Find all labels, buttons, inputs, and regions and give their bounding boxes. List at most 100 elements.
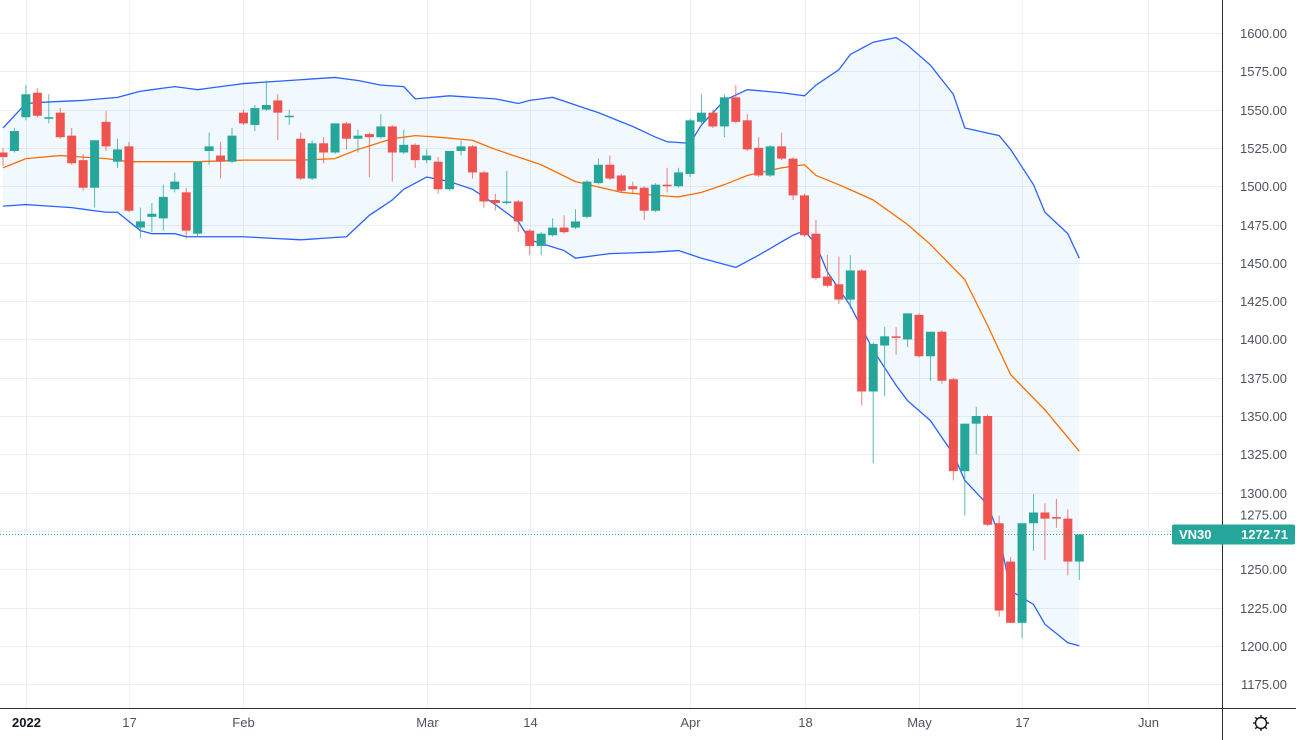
candle-body (651, 184, 661, 211)
y-tick-label: 1425.00 (1240, 294, 1287, 309)
candle-body (914, 314, 924, 357)
symbol-label: VN30 (1179, 527, 1212, 542)
candle-body (903, 313, 913, 340)
candle-body (433, 161, 443, 190)
candle (914, 313, 924, 358)
candle-body (948, 379, 958, 472)
candle-body (731, 97, 741, 122)
candle-body (78, 160, 88, 188)
candle (67, 127, 77, 165)
y-tick-label: 1525.00 (1240, 141, 1287, 156)
candle (170, 172, 180, 193)
candle-body (1029, 512, 1038, 524)
candle-body (788, 158, 798, 196)
candle-body (227, 135, 237, 162)
candle (548, 218, 558, 237)
candle-body (1040, 512, 1050, 519)
candle (571, 209, 580, 230)
candle (204, 132, 214, 165)
candle (765, 144, 775, 178)
candle (708, 109, 718, 128)
y-tick-label: 1300.00 (1240, 486, 1287, 501)
candle-body (605, 164, 615, 179)
candle (800, 193, 809, 237)
candle-body (708, 112, 718, 127)
candle (296, 132, 306, 181)
y-tick-label: 1475.00 (1240, 218, 1287, 233)
candle (445, 150, 455, 191)
candle (490, 193, 500, 211)
candle-body (445, 150, 455, 190)
candle (32, 88, 42, 118)
candle (891, 327, 901, 355)
candle (124, 141, 134, 213)
candle-body (525, 230, 535, 246)
candle (1074, 533, 1084, 580)
candle-body (834, 284, 844, 300)
candle-body (880, 336, 890, 346)
candle (193, 161, 203, 237)
bb-fill (3, 37, 1080, 646)
candle-body (44, 117, 54, 119)
candle-body (685, 120, 695, 174)
candle (90, 140, 100, 208)
candle (719, 94, 729, 138)
candle (216, 141, 226, 179)
candle-body (479, 172, 489, 202)
last-price-badge (1172, 524, 1295, 545)
bb-basis-line (2, 134, 1080, 452)
candle (364, 132, 374, 178)
y-tick-label: 1550.00 (1240, 103, 1287, 118)
candle (1006, 556, 1016, 623)
candle-body (364, 134, 374, 138)
candle (158, 184, 168, 231)
candle-body (971, 416, 981, 424)
candle (937, 330, 947, 384)
candle (674, 167, 684, 188)
candle-body (296, 138, 306, 179)
candle-body (513, 201, 523, 222)
candle-body (467, 146, 477, 173)
candle-body (193, 161, 203, 234)
candle-body (548, 227, 558, 236)
y-tick-label: 1250.00 (1240, 562, 1287, 577)
time-axis[interactable] (0, 708, 1222, 740)
candle-body (135, 221, 145, 228)
candle-body (857, 270, 867, 392)
candle (662, 167, 672, 193)
x-tick-label: 14 (523, 715, 537, 730)
candle (44, 94, 54, 124)
candle-body (353, 135, 363, 139)
candle (639, 186, 649, 220)
candle-body (742, 120, 752, 150)
candle (628, 181, 638, 194)
candle (559, 215, 569, 234)
candle-body (674, 172, 684, 187)
candle (330, 123, 340, 155)
candle-body (1051, 517, 1061, 519)
candle-body (170, 181, 180, 190)
candle-body (158, 196, 168, 219)
candle-body (32, 92, 42, 116)
candle-body (330, 123, 340, 153)
price-axis[interactable] (1222, 0, 1296, 708)
candle-body (67, 135, 77, 164)
last-price-label: VN30 1272.71 (1172, 524, 1295, 545)
candle (1063, 509, 1073, 576)
candle (903, 313, 913, 348)
candle-body (925, 331, 935, 357)
candle (777, 132, 787, 161)
candle (960, 423, 970, 516)
x-tick-label: Feb (232, 715, 254, 730)
candle-body (628, 186, 638, 190)
candle-body (765, 146, 775, 176)
x-axis-ticks: 2022 17 Feb Mar 14 Apr 18 May 17 Jun (12, 715, 1159, 730)
gear-icon[interactable] (1253, 715, 1269, 731)
candle (113, 138, 122, 168)
candle-body (960, 423, 970, 472)
candle (1017, 523, 1027, 639)
candle-body (662, 184, 672, 187)
candle (422, 149, 432, 164)
candle (502, 170, 512, 205)
